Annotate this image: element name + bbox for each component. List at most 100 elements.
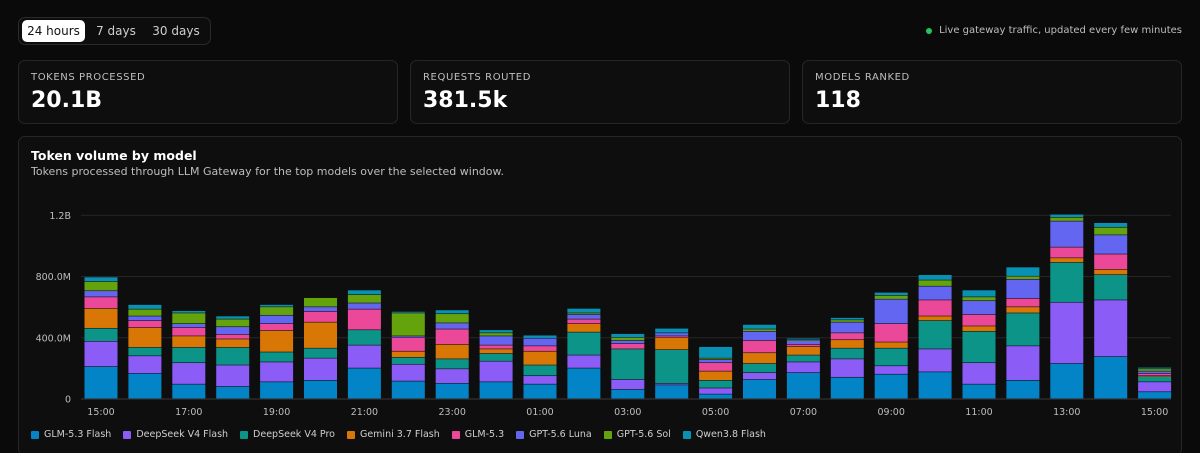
stat-value: 381.5k [423, 88, 508, 113]
bar-segment [1094, 227, 1128, 235]
bar-segment [1006, 298, 1040, 307]
bar-segment [1006, 279, 1040, 299]
bar-segment [1050, 247, 1084, 258]
bar-segment [743, 372, 776, 380]
bar-segment [611, 340, 645, 344]
bar-segment [699, 363, 733, 371]
bar-segment [611, 389, 645, 399]
bar-segment [172, 310, 206, 313]
bar-segment [830, 377, 864, 399]
bar-segment [874, 292, 908, 296]
x-tick-label: 07:00 [790, 407, 817, 418]
bar-segment [260, 304, 294, 307]
bar-segment [304, 311, 337, 322]
bar-segment [1138, 369, 1172, 371]
bar-segment [1138, 373, 1172, 376]
bar-segment [786, 344, 820, 347]
y-tick-label: 0 [65, 395, 71, 406]
bar-segment [1138, 392, 1172, 399]
bar-segment [391, 351, 425, 358]
bar-segment [699, 388, 733, 394]
bar-segment [830, 348, 864, 359]
bar-segment [655, 385, 689, 399]
bar-segment [260, 382, 294, 399]
bar-segment [1138, 382, 1172, 392]
bar-segment [918, 280, 952, 286]
bar-segment [874, 299, 908, 324]
bar-segment [172, 327, 206, 336]
bar-segment [1006, 276, 1040, 279]
bar-segment [567, 313, 601, 315]
legend-item: Qwen3.8 Flash [682, 429, 766, 440]
bar-segment [1094, 269, 1128, 275]
bar-segment [523, 351, 557, 365]
legend-item: GLM-5.3 [451, 429, 504, 440]
bar-segment [304, 307, 337, 312]
bar-segment [567, 355, 601, 368]
bar-segment [172, 347, 206, 363]
range-30-days-button[interactable]: 30 days [152, 24, 200, 38]
bar-segment [523, 335, 557, 338]
range-7-days-button[interactable]: 7 days [96, 24, 136, 38]
bar-segment [347, 290, 381, 295]
stat-label: MODELS RANKED [815, 72, 910, 83]
bar-segment [655, 383, 689, 385]
bar-segment [216, 319, 250, 327]
stacked-bar-chart: 0 400.0M 800.0M 1.2B 15:00 17:00 19:00 21:00 23:… [36, 211, 1172, 418]
bar-segment [962, 363, 996, 384]
bar-segment [743, 363, 776, 373]
bar-segment [611, 337, 645, 341]
live-status: Live gateway traffic, updated every few … [926, 25, 1182, 36]
bar-segment [128, 316, 162, 321]
bar-segment [128, 356, 162, 374]
bar-segment [786, 362, 820, 373]
bar-segment [655, 337, 689, 350]
bar-segment [216, 365, 250, 387]
bar-segment [786, 338, 820, 340]
bar-segment [347, 303, 381, 309]
chart-legend: GLM-5.3 Flash DeepSeek V4 Flash DeepSeek V… [31, 429, 766, 440]
bar-segment [1006, 346, 1040, 381]
bar-segment [347, 309, 381, 330]
legend-label: GPT-5.6 Luna [529, 429, 592, 440]
bar-segment [786, 346, 820, 355]
bar-segment [435, 369, 469, 384]
legend-item: Gemini 3.7 Flash [346, 429, 440, 440]
bar-segment [699, 358, 733, 360]
bar-segment [1006, 307, 1040, 313]
bar-segment [435, 314, 469, 323]
bar-segment [655, 336, 689, 338]
bar-segment [918, 372, 952, 399]
bar-segment [84, 291, 118, 297]
legend-swatch [451, 430, 460, 439]
bar-segment [128, 347, 162, 356]
bar-segment [962, 301, 996, 315]
legend-label: DeepSeek V4 Pro [253, 429, 335, 440]
bar-segment [1050, 258, 1084, 263]
bar-segment [523, 365, 557, 376]
bar-segment [699, 394, 733, 399]
bar-segment [918, 286, 952, 300]
y-tick-label: 800.0M [36, 272, 71, 283]
bar-segment [260, 315, 294, 324]
legend-swatch [682, 430, 691, 439]
legend-label: Qwen3.8 Flash [695, 429, 766, 440]
bar-segment [84, 281, 118, 291]
bar-segment [304, 380, 337, 399]
bar-segment [84, 277, 118, 282]
bar-segment [874, 323, 908, 342]
bar-segment [611, 343, 645, 349]
bar-segment [391, 381, 425, 399]
bar-segment [304, 348, 337, 358]
bar-segment [128, 320, 162, 328]
bar-segment [743, 329, 776, 332]
bar-segment [260, 352, 294, 362]
bar-segment [699, 380, 733, 388]
bar-segment [216, 327, 250, 335]
bar-segment [1138, 376, 1172, 377]
range-24-hours-button[interactable]: 24 hours [22, 20, 85, 42]
x-tick-label: 13:00 [1053, 407, 1080, 418]
bar-segment [743, 331, 776, 341]
bar-segment [523, 376, 557, 384]
bar-segment [743, 340, 776, 353]
